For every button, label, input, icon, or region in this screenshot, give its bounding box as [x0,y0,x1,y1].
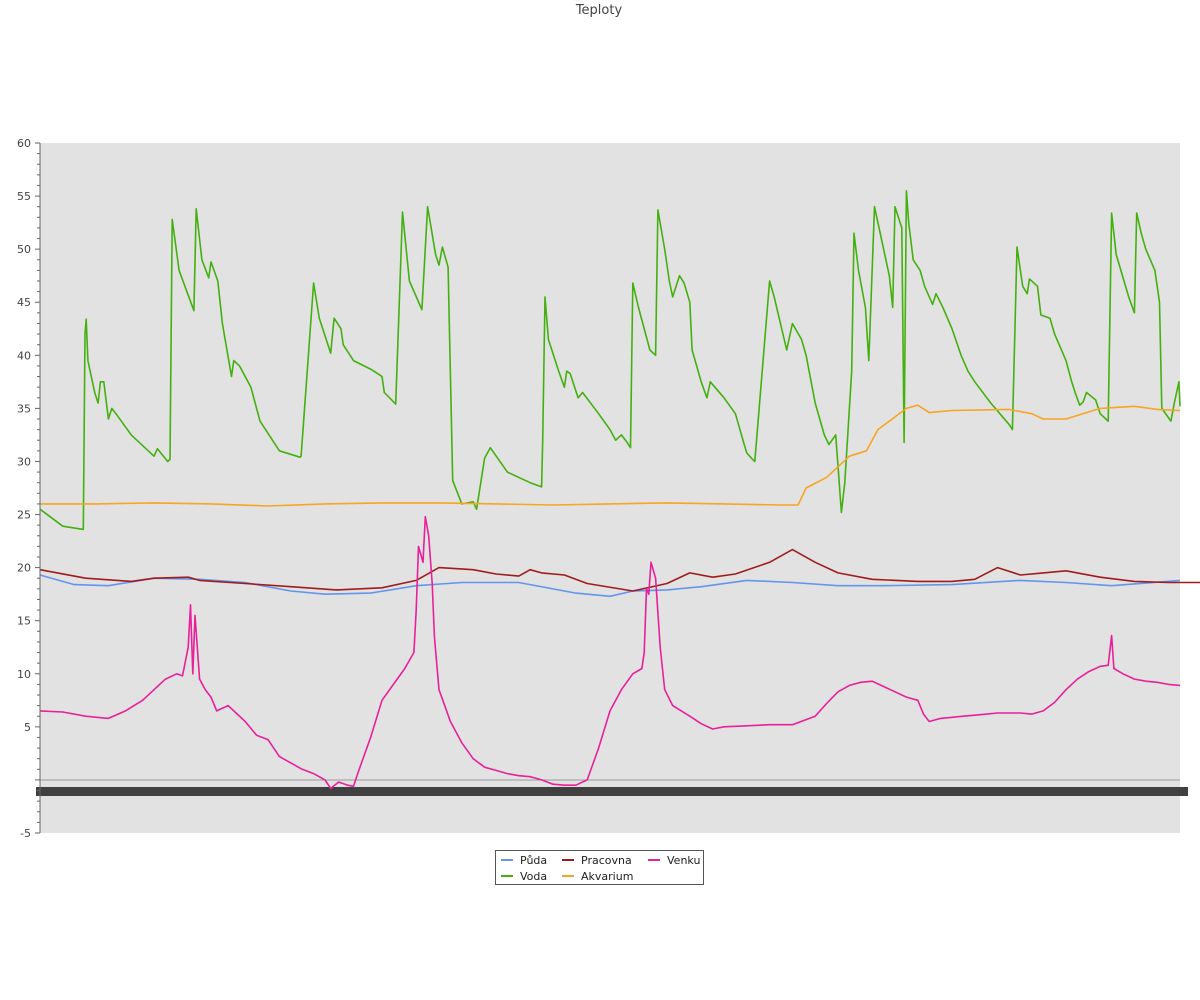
y-tick-label: 45 [17,296,31,309]
y-tick-label: 50 [17,243,31,256]
y-tick-label: 55 [17,190,31,203]
y-tick-label: 30 [17,455,31,468]
y-tick-label: 25 [17,509,31,522]
legend-label: Voda [520,870,548,883]
chart-title: Teploty [575,3,623,18]
y-tick-label: 35 [17,402,31,415]
series-line-půda [39,574,1181,598]
legend-label: Půda [520,854,548,867]
legend-swatch [562,875,574,877]
y-tick-label: 20 [17,562,31,575]
legend: Půda Voda Pracovna Akvarium Venku [495,850,704,885]
legend-swatch [648,859,660,861]
x-axis-dense-ticks [36,787,1188,796]
plot-area [40,143,1180,833]
legend-label: Pracovna [581,854,632,867]
legend-label: Venku [667,854,701,867]
y-tick-label: 60 [17,137,31,150]
legend-item-voda: Voda [501,869,547,885]
legend-item-půda: Půda [501,853,547,869]
y-tick-label: 15 [17,615,31,628]
y-tick-label: 40 [17,349,31,362]
y-tick-label: -5 [20,827,31,840]
legend-item-pracovna: Pracovna [562,853,632,869]
y-tick-label: 5 [24,721,31,734]
y-tick-label: 10 [17,668,31,681]
legend-label: Akvarium [581,870,634,883]
legend-swatch [562,859,574,861]
series-line-venku [39,515,1181,790]
series-line-voda [39,190,1181,531]
y-axis: 60 55 50 45 40 35 30 25 20 15 10 5 -5 [17,137,41,840]
x-axis-tick-band [36,779,1188,796]
legend-swatch [501,875,513,877]
legend-item-akvarium: Akvarium [562,869,633,885]
series-line-akvarium [40,404,1181,507]
legend-swatch [501,859,513,861]
series-line-pracovna [39,548,1200,592]
legend-item-venku: Venku [648,853,700,869]
